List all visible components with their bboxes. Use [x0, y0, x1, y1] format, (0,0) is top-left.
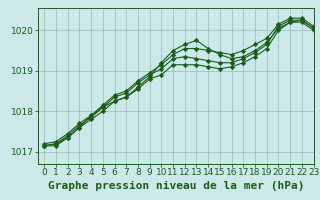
- X-axis label: Graphe pression niveau de la mer (hPa): Graphe pression niveau de la mer (hPa): [48, 181, 304, 191]
